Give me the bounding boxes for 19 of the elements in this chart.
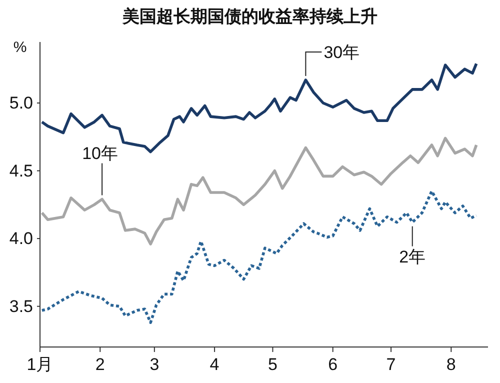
line-series: [40, 136, 478, 246]
line-series: [40, 190, 478, 324]
y-tick-label: 4.0: [9, 229, 33, 248]
x-tick-label: 7: [386, 355, 396, 374]
x-tick-label: 1月: [26, 355, 54, 374]
chart-title: 美国超长期国债的收益率持续上升: [122, 7, 378, 26]
x-tick-label: 4: [210, 355, 220, 374]
x-tick-label: 6: [328, 355, 338, 374]
y-tick-label: 5.0: [9, 94, 33, 112]
annotation: 30年: [324, 42, 360, 62]
x-tick-label: 8: [446, 355, 456, 374]
x-tick-label: 2: [95, 355, 105, 374]
x-tick-label: 5: [268, 355, 278, 374]
x-tick-label: 3: [150, 355, 160, 374]
annotation: 10年: [82, 144, 118, 164]
y-tick-label: 3.5: [9, 296, 33, 316]
annotation: 2年: [399, 247, 426, 266]
y-tick-label: 4.5: [9, 161, 33, 180]
y-axis-title: %: [13, 39, 27, 56]
